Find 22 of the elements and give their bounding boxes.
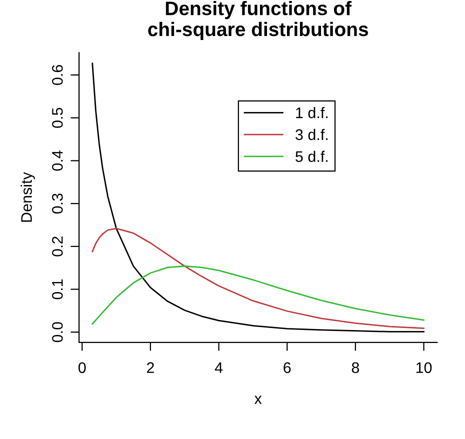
x-tick-label: 2 [146, 362, 154, 373]
x-tick-label: 10 [416, 362, 432, 374]
legend-label: 5 d.f. [296, 150, 328, 162]
legend-label: 1 d.f. [296, 106, 328, 118]
y-tick-label: 0.6 [52, 65, 63, 85]
y-tick-label: 0.0 [52, 322, 63, 342]
x-tick-label: 6 [284, 362, 291, 374]
y-tick-label: 0.2 [52, 236, 63, 256]
y-tick-label: 0.5 [52, 108, 63, 128]
line-series [92, 265, 424, 325]
y-tick-label: 0.1 [52, 279, 63, 300]
y-tick-label: 0.3 [52, 194, 63, 214]
y-tick-label: 0.4 [52, 150, 63, 171]
y-axis-title: Density [20, 172, 35, 222]
x-tick-label: 0 [78, 362, 86, 374]
chart-title: Density functions of chi-square distributions [148, 0, 368, 40]
x-tick-label: 8 [352, 362, 360, 374]
legend-label: 3 d.f. [296, 128, 328, 140]
line-series [92, 228, 424, 329]
line-series [92, 62, 424, 332]
x-axis-title: x [254, 396, 262, 404]
x-tick-label: 4 [214, 362, 223, 373]
